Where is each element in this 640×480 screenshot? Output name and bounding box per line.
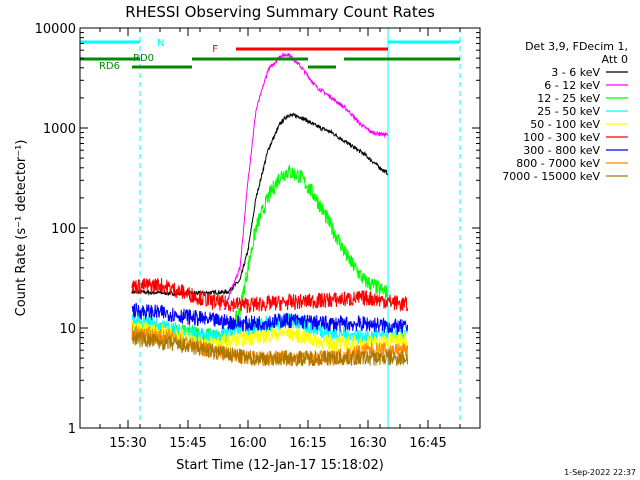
legend-label-4: 50 - 100 keV <box>530 118 600 131</box>
bar-label-n: N <box>157 38 164 49</box>
x-tick-label-1: 15:45 <box>169 436 206 451</box>
chart-title: RHESSI Observing Summary Count Rates <box>125 3 435 21</box>
legend-header-0: Det 3,9, FDecim 1, <box>525 40 628 53</box>
legend-label-8: 7000 - 15000 keV <box>502 170 600 183</box>
legend-label-6: 300 - 800 keV <box>523 144 600 157</box>
bar-label-f: F <box>212 44 218 55</box>
series-line-5 <box>131 277 409 314</box>
legend-label-0: 3 - 6 keV <box>551 66 600 79</box>
x-axis-title: Start Time (12-Jan-17 15:18:02) <box>176 458 384 473</box>
footer-timestamp: 1-Sep-2022 22:37 <box>564 468 636 477</box>
y-tick-label-3: 1000 <box>43 122 76 137</box>
legend-label-5: 100 - 300 keV <box>523 131 600 144</box>
legend-label-1: 6 - 12 keV <box>544 79 600 92</box>
legend-header-1: Att 0 <box>602 53 628 66</box>
x-tick-label-4: 16:30 <box>349 436 386 451</box>
y-tick-label-0: 1 <box>68 422 76 437</box>
series-line-1 <box>223 52 389 311</box>
series-line-8 <box>131 330 409 367</box>
plot-area: N F RD0 RD6 <box>79 28 461 428</box>
x-tick-label-3: 16:15 <box>289 436 326 451</box>
y-tick-label-2: 100 <box>51 222 76 237</box>
x-tick-label-5: 16:45 <box>409 436 446 451</box>
series-line-6 <box>131 302 409 335</box>
legend-label-3: 25 - 50 keV <box>537 105 600 118</box>
y-tick-label-1: 10 <box>59 322 76 337</box>
y-axis-title: Count Rate (s⁻¹ detector⁻¹) <box>14 140 29 317</box>
y-tick-label-4: 10000 <box>35 22 76 37</box>
bar-label-rd0: RD0 <box>133 53 154 64</box>
x-tick-label-2: 16:00 <box>229 436 266 451</box>
bar-label-rd6: RD6 <box>99 61 120 72</box>
legend-label-7: 800 - 7000 keV <box>516 157 600 170</box>
x-tick-label-0: 15:30 <box>109 436 146 451</box>
axes: 15:30 15:45 16:00 16:15 16:30 16:45 1 10 100 1000… <box>35 22 481 451</box>
series-line-4 <box>131 320 409 353</box>
series-line-0 <box>131 112 389 297</box>
legend-label-2: 12 - 25 keV <box>537 92 600 105</box>
